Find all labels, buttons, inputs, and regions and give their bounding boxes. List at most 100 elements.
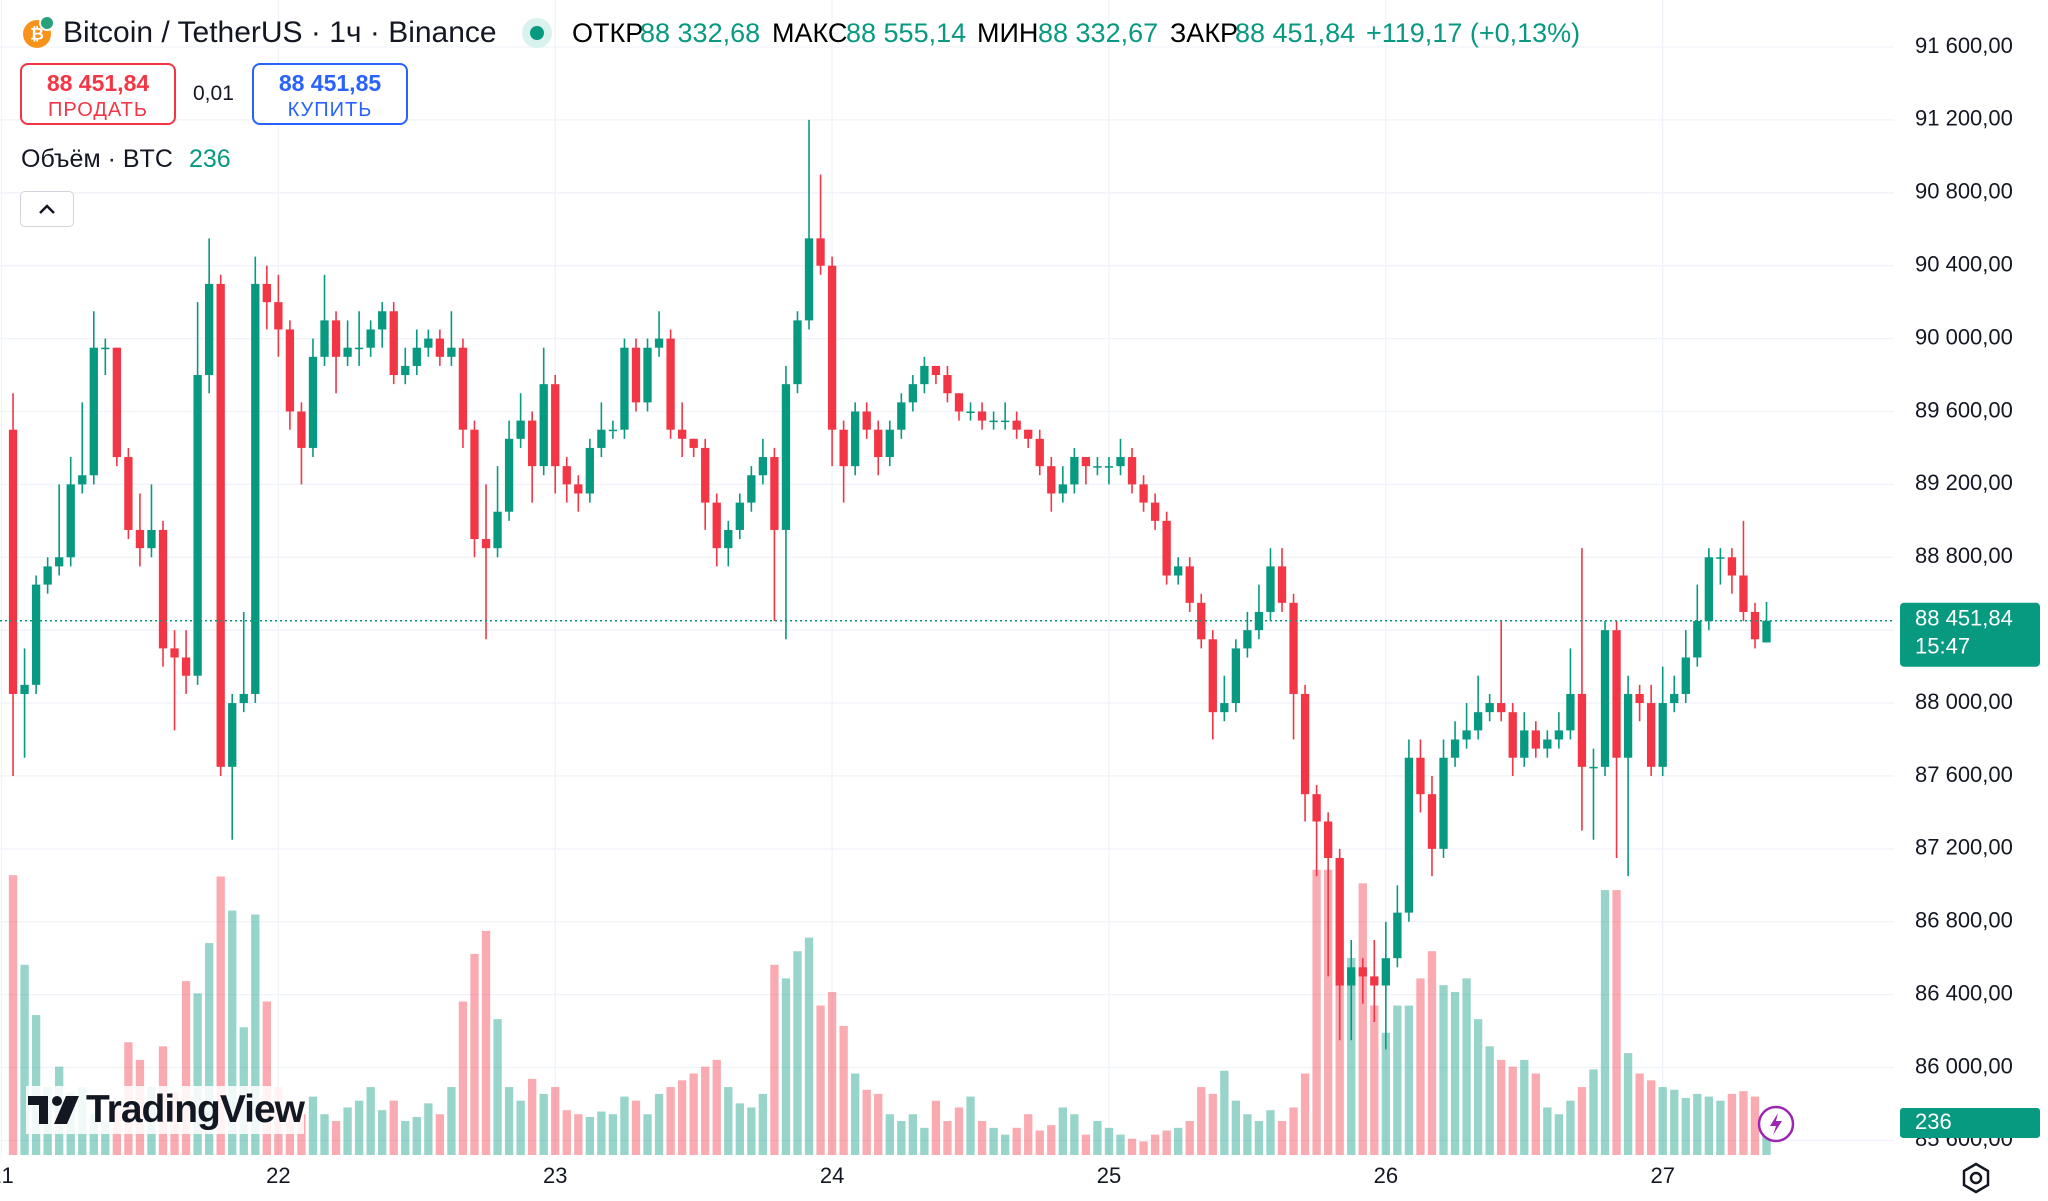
volume-bar	[1104, 1127, 1114, 1155]
candle-body	[977, 411, 987, 421]
candle-body	[1427, 794, 1437, 849]
candle-body	[1047, 466, 1056, 494]
volume-bar	[954, 1107, 964, 1155]
y-tick-label: 86 800,00	[1915, 908, 2013, 933]
ohlc-value: 88 332,67	[1038, 18, 1159, 48]
volume-bar	[689, 1073, 698, 1155]
x-tick-label: 22	[266, 1163, 290, 1188]
volume-bar	[1554, 1114, 1564, 1155]
y-tick-label: 91 200,00	[1915, 106, 2013, 131]
candle-body	[262, 283, 271, 303]
candle-body	[493, 511, 502, 549]
candle-body	[654, 338, 664, 348]
candle-body	[712, 502, 721, 549]
candle-body	[147, 529, 156, 549]
candle-body	[89, 347, 98, 476]
volume-bar	[1081, 1134, 1091, 1155]
y-tick-label: 91 600,00	[1915, 33, 2013, 58]
x-tick-label: 24	[820, 1163, 844, 1188]
candle-body	[1000, 420, 1010, 423]
volume-bar	[101, 1121, 110, 1155]
volume-bar	[251, 914, 260, 1155]
candle-body	[827, 265, 837, 430]
candle-body	[8, 429, 18, 694]
volume-bar	[435, 1114, 445, 1155]
candle-body	[1693, 621, 1702, 658]
watermark-icon	[28, 1096, 79, 1124]
candle-body	[1335, 857, 1344, 986]
volume-bar	[228, 910, 237, 1155]
y-tick-label: 90 000,00	[1915, 324, 2013, 349]
volume-bar	[1623, 1053, 1633, 1155]
sell-button[interactable]: 88 451,84 ПРОДАТЬ	[20, 63, 176, 125]
sell-price: 88 451,84	[46, 70, 150, 96]
volume-bar	[1462, 978, 1471, 1155]
volume-bar	[781, 978, 791, 1155]
y-tick-label: 89 200,00	[1915, 470, 2013, 495]
volume-bar	[1566, 1100, 1575, 1155]
candle-body	[1104, 466, 1114, 468]
buy-price: 88 451,85	[278, 70, 382, 96]
countdown: 15:47	[1915, 634, 1970, 659]
candle-body	[181, 657, 191, 676]
volume-bar	[1635, 1073, 1644, 1155]
candle-body	[389, 311, 398, 376]
volume-bar	[297, 1114, 306, 1155]
volume-bar	[1716, 1100, 1725, 1155]
volume-bar	[354, 1100, 364, 1155]
candle-body	[539, 384, 548, 467]
candle-body	[274, 302, 283, 330]
settings-icon[interactable]	[1958, 1160, 1994, 1196]
volume-bar	[1289, 1107, 1298, 1155]
collapse-button[interactable]	[20, 191, 74, 227]
volume-bar	[1000, 1134, 1010, 1155]
x-tick-label: 25	[1097, 1163, 1121, 1188]
volume-bar	[481, 930, 491, 1155]
candle-body	[112, 347, 122, 458]
candle-body	[1566, 693, 1575, 731]
candle-body	[608, 429, 618, 432]
candle-body	[458, 347, 468, 430]
candle-body	[31, 584, 41, 685]
volume-bar	[1739, 1091, 1748, 1155]
lightning-icon[interactable]	[1756, 1104, 1796, 1144]
candle-body	[1277, 566, 1287, 603]
volume-bar	[1208, 1093, 1217, 1155]
volume-bar	[712, 1059, 721, 1155]
candle-body	[677, 429, 687, 439]
volume-bar	[1300, 1073, 1310, 1155]
volume-bar	[1681, 1097, 1690, 1155]
candle-body	[251, 283, 260, 694]
volume-bar	[1185, 1121, 1194, 1155]
candle-body	[354, 347, 364, 350]
candle-body	[528, 420, 537, 467]
volume-bar	[908, 1114, 918, 1155]
volume-bar	[701, 1066, 710, 1155]
volume-bar	[1485, 1046, 1494, 1155]
last-price-box	[1900, 602, 2040, 667]
ohlc-label: ОТКР	[572, 18, 644, 48]
candle-body	[412, 347, 421, 366]
candle-body	[1300, 693, 1310, 795]
y-tick-label: 90 800,00	[1915, 179, 2013, 204]
ohlc-label: МИН	[977, 18, 1039, 48]
volume-bar	[1035, 1130, 1044, 1155]
y-tick-label: 88 000,00	[1915, 689, 2013, 714]
candle-body	[1439, 757, 1448, 849]
volume-bar	[1277, 1121, 1287, 1155]
candle-body	[1623, 693, 1633, 758]
status-dot	[522, 18, 552, 48]
ohlc-label: МАКС	[772, 18, 848, 48]
candle-body	[1266, 566, 1275, 612]
candle-body	[1473, 712, 1483, 731]
volume-bar	[1612, 890, 1621, 1155]
volume-bar	[1381, 1032, 1390, 1155]
candle-body	[1727, 557, 1737, 576]
volume-bar	[1220, 1070, 1229, 1155]
candle-body	[851, 411, 860, 467]
candle-body	[793, 320, 802, 385]
volume-bar	[1404, 1005, 1414, 1155]
volume-bar	[1439, 985, 1448, 1155]
buy-button[interactable]: 88 451,85 КУПИТЬ	[252, 63, 408, 125]
